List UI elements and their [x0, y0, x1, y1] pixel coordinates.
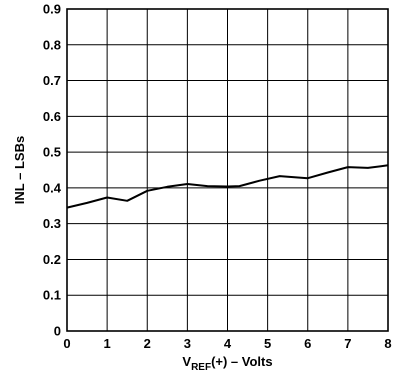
plot-frame [66, 8, 389, 332]
x-tick-label-7: 7 [344, 336, 351, 351]
x-tick-label-0: 0 [63, 336, 70, 351]
y-tick-label-7: 0.7 [43, 73, 61, 88]
y-tick-label-2: 0.2 [43, 252, 61, 267]
y-tick-label-1: 0.1 [43, 288, 61, 303]
y-tick-labels: 0 0.1 0.2 0.3 0.4 0.5 0.6 0.7 0.8 0.9 [43, 2, 62, 339]
y-axis-title: INL – LSBs [12, 136, 27, 204]
x-tick-labels: 0 1 2 3 4 5 6 7 8 [63, 336, 391, 351]
y-tick-label-9: 0.9 [43, 2, 61, 17]
x-tick-label-8: 8 [384, 336, 391, 351]
y-tick-label-5: 0.5 [43, 145, 61, 160]
x-axis-title: VREF(+) – Volts [182, 354, 272, 373]
x-tick-label-3: 3 [184, 336, 191, 351]
x-axis-title-main: V [182, 354, 191, 369]
y-tick-label-0: 0 [54, 324, 61, 339]
y-tick-label-3: 0.3 [43, 216, 61, 231]
x-axis-title-subscript: REF [191, 362, 211, 373]
x-tick-label-1: 1 [104, 336, 111, 351]
y-tick-label-4: 0.4 [43, 180, 62, 195]
x-tick-label-6: 6 [304, 336, 311, 351]
grid [66, 8, 389, 332]
x-tick-label-4: 4 [224, 336, 232, 351]
y-tick-label-8: 0.8 [43, 37, 61, 52]
y-tick-label-6: 0.6 [43, 109, 61, 124]
x-tick-label-2: 2 [144, 336, 151, 351]
x-axis-title-suffix: (+) – Volts [211, 354, 273, 369]
inl-series-line [66, 164, 389, 209]
x-tick-label-5: 5 [264, 336, 271, 351]
